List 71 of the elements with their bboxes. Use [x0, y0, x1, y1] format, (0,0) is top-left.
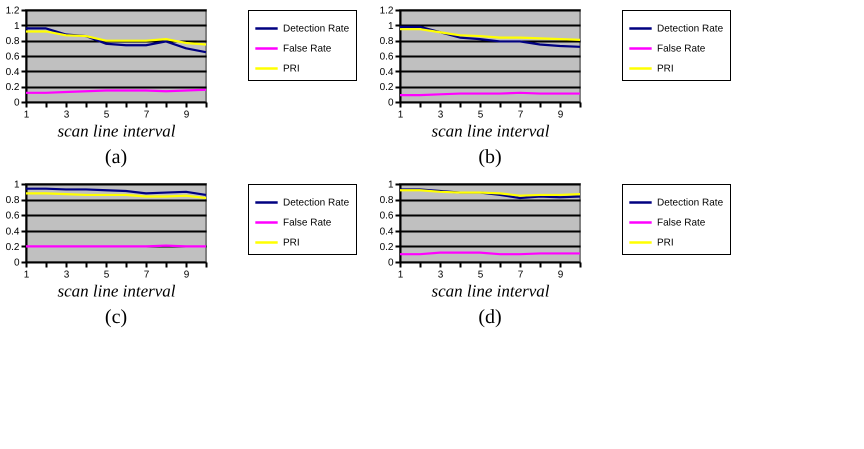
x-tick-label: 9: [558, 270, 564, 280]
x-tick-label: 5: [478, 270, 484, 280]
x-tick-label: 5: [478, 110, 484, 120]
y-tick-label: 0: [14, 98, 20, 108]
text: (b): [478, 146, 502, 168]
legend-label: False Rate: [283, 218, 332, 228]
x-tick-label: 7: [144, 270, 150, 280]
x-tick-label: 7: [518, 270, 524, 280]
y-tick-label: 0.8: [380, 195, 394, 206]
x-tick-label: 1: [24, 110, 30, 120]
legend-label: False Rate: [283, 44, 332, 54]
x-axis-title: scan line interval: [57, 282, 176, 300]
x-tick-label: 1: [398, 110, 404, 120]
y-tick-label: 0.6: [6, 210, 20, 222]
y-tick-label: 0.2: [6, 82, 20, 94]
y-tick-label: 0.2: [380, 242, 394, 253]
y-tick-label: 1: [14, 20, 20, 32]
y-tick-label: 0.8: [6, 195, 20, 206]
x-axis-title: scan line interval: [57, 122, 176, 140]
line-series: [398, 28, 582, 41]
y-tick-label: 0.6: [6, 52, 20, 62]
x-tick-label: 3: [64, 270, 70, 280]
y-tick-label: 0.2: [380, 82, 394, 94]
legend-label: PRI: [657, 64, 674, 74]
legend-label: Detection Rate: [283, 24, 350, 34]
x-tick-label: 7: [518, 110, 524, 120]
y-tick-label: 0.4: [6, 226, 20, 238]
y-tick-label: 0.8: [380, 36, 394, 48]
x-tick-label: 5: [104, 270, 110, 280]
legend-label: Detection Rate: [657, 198, 724, 208]
y-tick-label: 0.2: [6, 242, 20, 253]
x-tick-label: 1: [24, 270, 30, 280]
x-tick-label: 3: [438, 110, 444, 120]
x-tick-label: 9: [184, 270, 190, 280]
x-tick-label: 1: [398, 270, 404, 280]
x-tick-label: 5: [104, 110, 110, 120]
line-series: [24, 188, 208, 196]
y-tick-label: 0: [388, 258, 394, 268]
legend-label: Detection Rate: [657, 24, 724, 34]
y-tick-label: 1.2: [6, 6, 20, 16]
x-tick-label: 3: [438, 270, 444, 280]
x-tick-label: 7: [144, 110, 150, 120]
legend-label: PRI: [657, 238, 674, 248]
text: (c): [104, 306, 128, 328]
x-axis-title: scan line interval: [431, 282, 550, 300]
x-axis-title: scan line interval: [431, 122, 550, 140]
y-tick-label: 0.4: [380, 226, 394, 238]
y-tick-label: 0.6: [380, 52, 394, 62]
y-tick-label: 0.4: [6, 66, 20, 78]
line-series: [24, 30, 208, 46]
x-tick-label: 3: [64, 110, 70, 120]
legend-label: False Rate: [657, 44, 706, 54]
y-tick-label: 0: [14, 258, 20, 268]
y-tick-label: 0.4: [380, 66, 394, 78]
y-tick-label: 0.8: [6, 36, 20, 48]
line-series: [24, 27, 208, 54]
legend-label: False Rate: [657, 218, 706, 228]
y-tick-label: 1.2: [380, 6, 394, 16]
y-tick-label: 1: [14, 180, 20, 190]
legend-label: PRI: [283, 64, 300, 74]
x-tick-label: 9: [184, 110, 190, 120]
y-tick-label: 1: [388, 180, 394, 190]
x-tick-label: 9: [558, 110, 564, 120]
y-tick-label: 1: [388, 20, 394, 32]
text: (a): [104, 146, 128, 168]
line-series: [398, 26, 582, 48]
text: (d): [478, 306, 502, 328]
legend-label: Detection Rate: [283, 198, 350, 208]
y-tick-label: 0: [388, 98, 394, 108]
y-tick-label: 0.6: [380, 210, 394, 222]
legend-label: PRI: [283, 238, 300, 248]
